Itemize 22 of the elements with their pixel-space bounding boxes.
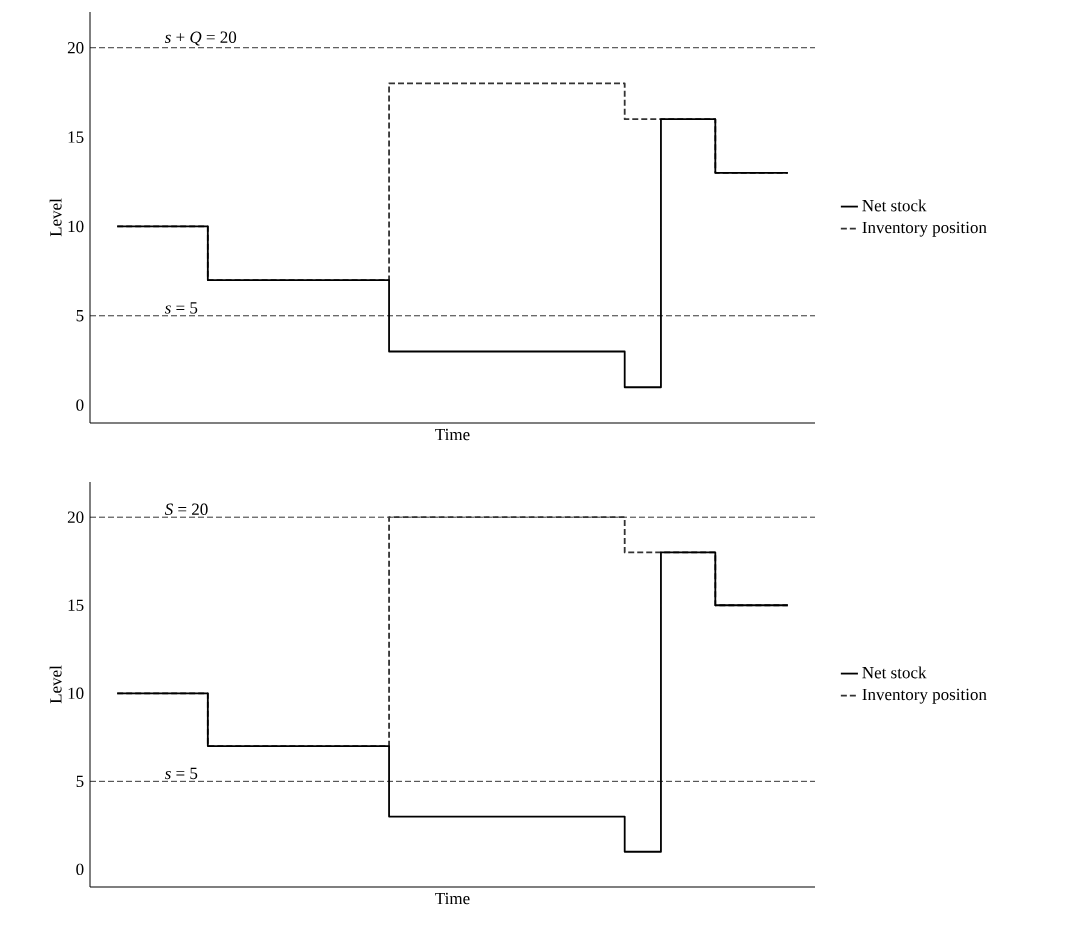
y-axis-title: Level	[49, 665, 62, 704]
x-axis-title: Time	[435, 892, 470, 905]
x-axis-title: Time	[435, 428, 470, 441]
y-tick-label: 0	[76, 399, 84, 411]
y-axis-title: Level	[49, 198, 62, 237]
ref-line-label: s = 5	[164, 767, 198, 780]
y-tick-label: 0	[76, 863, 84, 876]
ref-line-label: S = 20	[164, 503, 208, 516]
y-tick-label: 20	[67, 511, 84, 523]
y-tick-label: 5	[76, 775, 84, 787]
legend-label: Inventory position	[862, 221, 987, 237]
y-tick-label: 15	[68, 599, 84, 611]
ref-line-label: s = 5	[164, 302, 198, 314]
y-tick-label: 15	[68, 131, 84, 143]
legend-label: Net stock	[862, 666, 927, 679]
legend-label: Net stock	[862, 199, 927, 212]
ref-line-label: s + Q = 20	[164, 31, 237, 46]
y-tick-label: 20	[67, 41, 84, 54]
y-tick-label: 10	[68, 687, 84, 700]
y-tick-label: 5	[76, 310, 84, 322]
legend-label: Inventory position	[862, 688, 987, 704]
y-tick-label: 10	[68, 220, 84, 233]
